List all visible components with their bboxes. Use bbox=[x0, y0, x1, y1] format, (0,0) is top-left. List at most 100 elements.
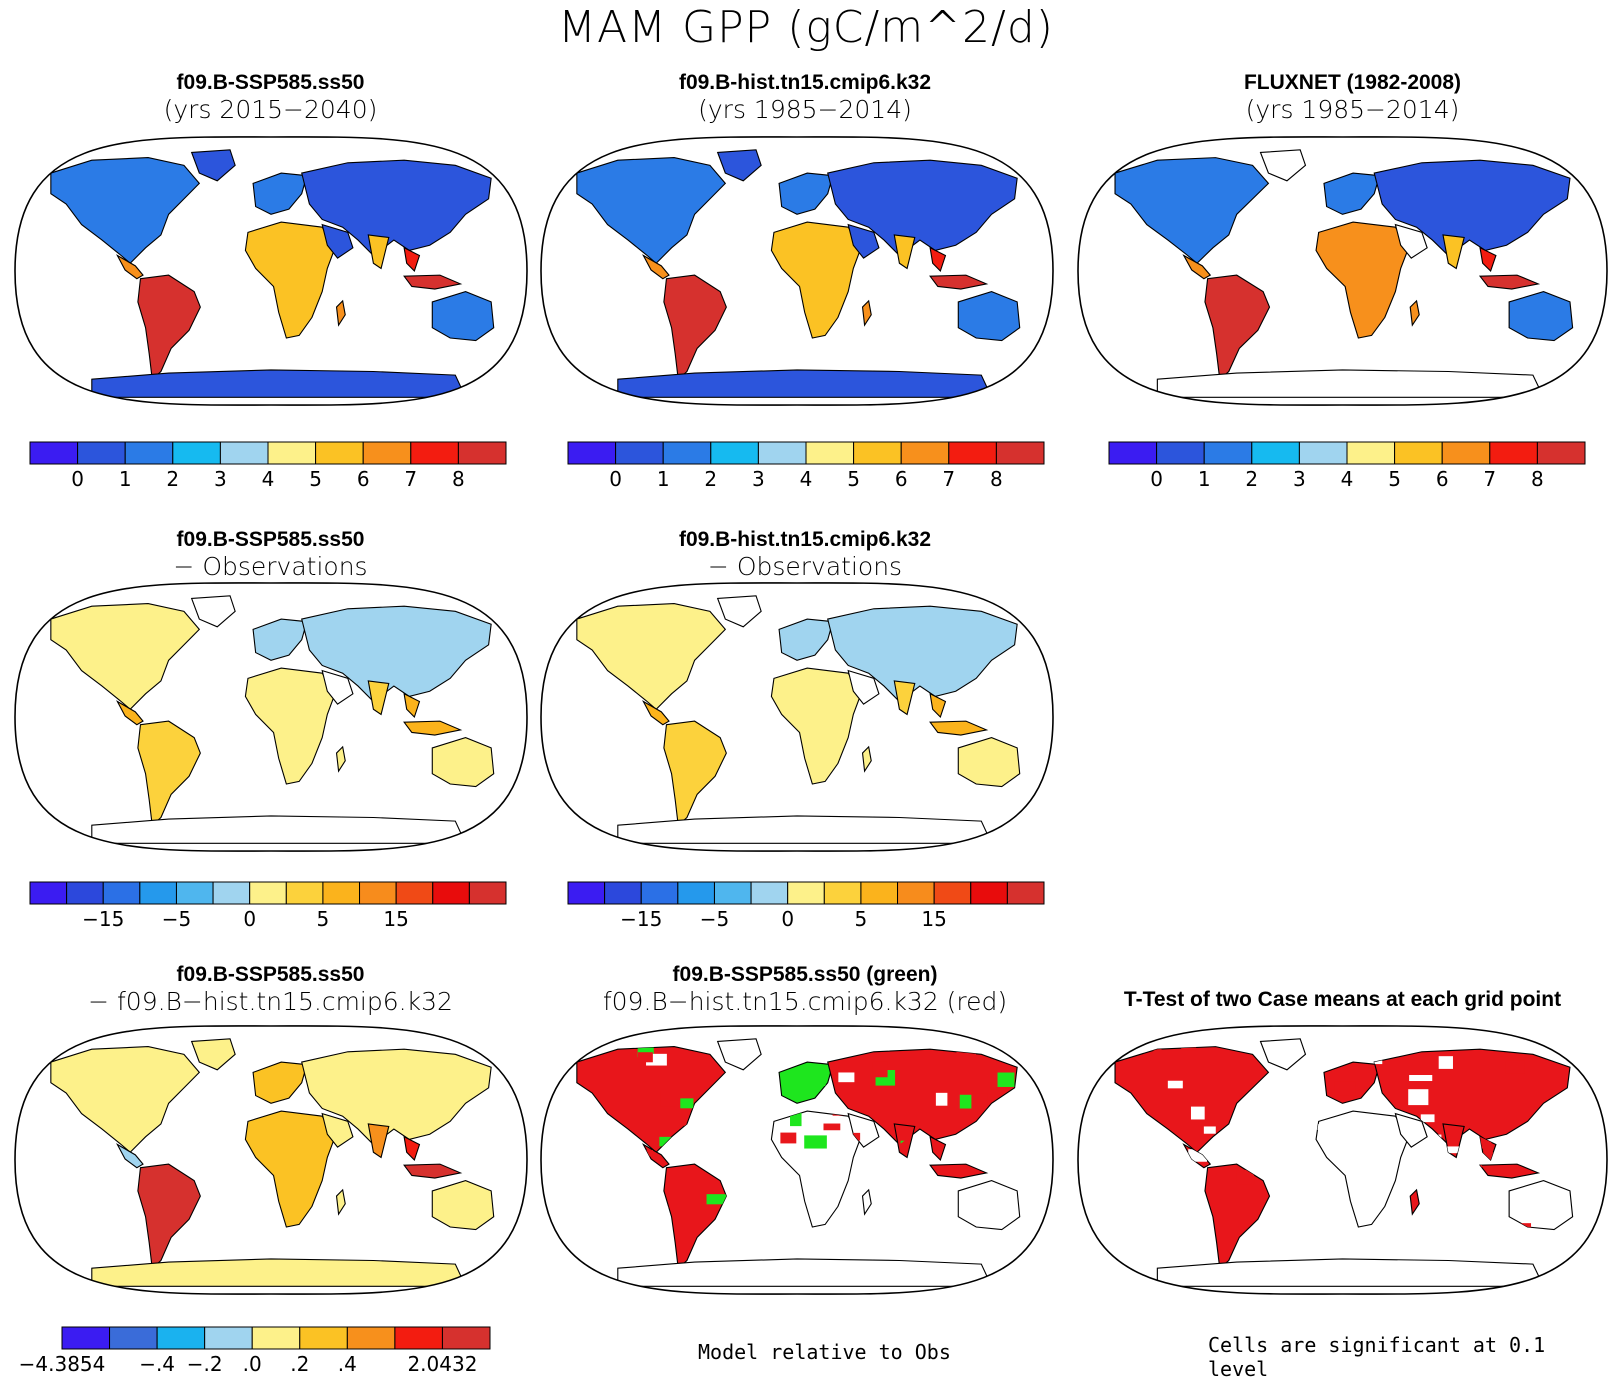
panel-title-2: f09.B-hist.tn15.cmip6.k32 (yrs 1985−2014… bbox=[540, 70, 1070, 124]
colorbar-tick-label: 8 bbox=[452, 467, 465, 491]
panel-title-3-main: FLUXNET (1982-2008) bbox=[1085, 70, 1612, 96]
panel-title-2-sub: (yrs 1985−2014) bbox=[540, 96, 1070, 124]
map-panel-hist bbox=[538, 134, 1056, 408]
grid-cell bbox=[1023, 1026, 1038, 1040]
map-panel-hist-minus-obs bbox=[538, 580, 1056, 854]
grid-cell bbox=[1030, 1282, 1047, 1291]
colorbar-swatch bbox=[788, 882, 825, 904]
grid-cell bbox=[560, 1291, 576, 1297]
colorbar-swatch bbox=[442, 1327, 490, 1349]
colorbar-swatch bbox=[469, 882, 506, 904]
colorbar-swatch bbox=[714, 882, 751, 904]
colorbar-tick-label: 6 bbox=[895, 467, 908, 491]
grid-cell bbox=[1039, 1050, 1056, 1059]
colorbar-tick-label: 0 bbox=[243, 907, 256, 931]
colorbar-tick-label: .4 bbox=[338, 1352, 357, 1376]
grid-cell bbox=[1570, 1046, 1586, 1052]
grid-cell bbox=[1112, 1281, 1129, 1295]
colorbar-swatch bbox=[1299, 442, 1347, 464]
grid-cell bbox=[1584, 1272, 1604, 1284]
grid-cell bbox=[936, 1093, 948, 1106]
grid-cell bbox=[1092, 1041, 1106, 1051]
land-australia bbox=[432, 292, 493, 341]
grid-cell bbox=[1602, 1266, 1610, 1275]
grid-cell bbox=[1574, 1051, 1587, 1064]
grid-cell bbox=[593, 1296, 611, 1297]
grid-cell bbox=[1144, 1285, 1165, 1292]
colorbar-tick-label: 4 bbox=[1341, 467, 1354, 491]
colorbar-swatch bbox=[103, 882, 140, 904]
colorbar-swatch bbox=[898, 882, 935, 904]
colorbar-swatch bbox=[268, 442, 316, 464]
colorbar-swatch bbox=[30, 882, 67, 904]
colorbar-swatch bbox=[363, 442, 411, 464]
panel-title-6: f09.B-SSP585.ss50 − f09.B−hist.tn15.cmip… bbox=[18, 962, 523, 1016]
colorbar-tick-label: 1 bbox=[1198, 467, 1211, 491]
panel-title-2-main: f09.B-hist.tn15.cmip6.k32 bbox=[540, 70, 1070, 96]
colorbar-tick-label: −.4 bbox=[139, 1352, 175, 1376]
grid-cell bbox=[1543, 1203, 1563, 1213]
colorbar-swatch bbox=[1395, 442, 1443, 464]
grid-cell bbox=[576, 1036, 597, 1049]
colorbar-swatch bbox=[220, 442, 268, 464]
panel-title-5-sub: − Observations bbox=[540, 553, 1070, 581]
grid-cell bbox=[1019, 1041, 1037, 1050]
grid-cell bbox=[1609, 1054, 1610, 1067]
colorbar-swatch bbox=[758, 442, 806, 464]
grid-cell bbox=[588, 1033, 600, 1042]
colorbar-tick-label: −15 bbox=[620, 907, 662, 931]
colorbar-tick-label: 5 bbox=[309, 467, 322, 491]
grid-cell bbox=[960, 1095, 972, 1109]
grid-cell bbox=[1608, 1066, 1610, 1077]
grid-cell bbox=[1423, 1295, 1438, 1297]
grid-cell bbox=[1553, 1037, 1574, 1050]
colorbar-tick-label: −5 bbox=[162, 907, 191, 931]
colorbar-swatch bbox=[205, 1327, 253, 1349]
colorbar-swatch bbox=[861, 882, 898, 904]
colorbar-swatch bbox=[396, 882, 433, 904]
grid-cell bbox=[1190, 1292, 1212, 1297]
grid-cell bbox=[998, 1073, 1015, 1087]
grid-cell bbox=[1589, 1037, 1609, 1051]
colorbar-tick-label: 4 bbox=[800, 467, 813, 491]
colorbar-swatch bbox=[411, 442, 459, 464]
grid-cell bbox=[804, 1135, 827, 1148]
colorbar-tick-label: 3 bbox=[1293, 467, 1306, 491]
colorbar-swatch bbox=[996, 442, 1044, 464]
panel-title-1: f09.B-SSP585.ss50 (yrs 2015−2040) bbox=[18, 70, 523, 124]
grid-cell bbox=[1091, 1285, 1107, 1297]
grid-cell bbox=[1012, 1270, 1032, 1277]
colorbar-tick-label: 6 bbox=[1436, 467, 1449, 491]
colorbar-tick-label: 5 bbox=[847, 467, 860, 491]
panel-title-3-sub: (yrs 1985−2014) bbox=[1085, 96, 1612, 124]
colorbar-tick-label: 2.0432 bbox=[407, 1352, 477, 1376]
grid-cell bbox=[615, 1284, 631, 1297]
panel-title-7-main: f09.B-SSP585.ss50 (green) bbox=[540, 962, 1070, 988]
grid-cell bbox=[1548, 1279, 1566, 1294]
land-australia bbox=[958, 738, 1019, 787]
map-panel-case-difference bbox=[12, 1023, 530, 1297]
grid-cell bbox=[1571, 1043, 1582, 1050]
colorbar-swatch bbox=[1442, 442, 1490, 464]
figure-title: MAM GPP (gC/m^2/d) bbox=[0, 2, 1612, 53]
colorbar-swatch bbox=[458, 442, 506, 464]
grid-cell bbox=[1587, 1281, 1610, 1289]
grid-cell bbox=[1551, 1287, 1572, 1297]
colorbar-tick-label: 3 bbox=[214, 467, 227, 491]
grid-cell bbox=[1096, 1261, 1112, 1271]
grid-cell bbox=[1016, 1274, 1036, 1283]
colorbar-swatch bbox=[901, 442, 949, 464]
colorbar-tick-label: .0 bbox=[243, 1352, 262, 1376]
grid-cell bbox=[1055, 1089, 1056, 1101]
panel-title-4-sub: − Observations bbox=[18, 553, 523, 581]
grid-cell bbox=[1204, 1126, 1216, 1133]
grid-cell bbox=[1048, 1294, 1056, 1297]
colorbar-tick-label: 5 bbox=[855, 907, 868, 931]
grid-cell bbox=[1565, 1023, 1581, 1029]
grid-cell bbox=[1025, 1265, 1040, 1272]
colorbar-tick-label: 15 bbox=[383, 907, 408, 931]
grid-cell bbox=[1409, 1075, 1432, 1081]
grid-cell bbox=[1089, 1265, 1110, 1272]
colorbar-swatch bbox=[157, 1327, 205, 1349]
